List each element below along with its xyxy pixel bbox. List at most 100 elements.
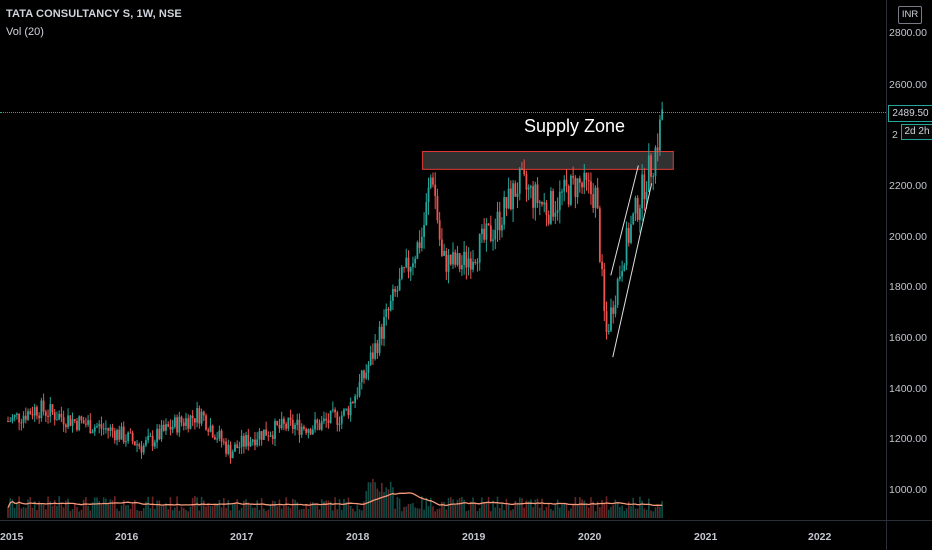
volume-bar <box>659 506 661 518</box>
volume-bar <box>305 503 307 518</box>
volume-bar <box>443 502 445 518</box>
volume-bar <box>372 478 374 518</box>
volume-bar <box>178 510 181 518</box>
volume-bar <box>496 496 499 518</box>
price-tick: 1400.00 <box>889 383 927 395</box>
volume-bar <box>309 502 312 518</box>
candle-body <box>145 440 147 446</box>
volume-bar <box>223 498 225 518</box>
candle-body <box>225 441 227 454</box>
volume-bar <box>31 507 34 518</box>
supply-zone-rect <box>422 150 674 170</box>
volume-bar <box>283 506 285 518</box>
candle-body <box>238 446 241 449</box>
chart-pane[interactable]: TATA CONSULTANCY S, 1W, NSE Vol (20) Sup… <box>0 0 886 520</box>
supply-zone-label[interactable]: Supply Zone <box>524 116 626 136</box>
volume-bar <box>51 505 54 518</box>
candle-body <box>265 429 267 436</box>
candle-body <box>643 174 646 200</box>
volume-bar <box>485 502 488 518</box>
price-chart-svg[interactable] <box>0 0 886 520</box>
volume-bar <box>40 503 43 518</box>
candle-body <box>509 188 512 210</box>
volume-bar <box>425 497 428 518</box>
candle-body <box>556 210 559 213</box>
volume-bar <box>318 509 321 518</box>
candle-body <box>396 290 399 292</box>
volume-bar <box>214 505 216 518</box>
candle-body <box>211 425 214 438</box>
volume-bar <box>407 503 410 518</box>
volume-bar <box>456 499 459 518</box>
volume-bar <box>147 496 149 518</box>
volume-bar <box>118 511 121 518</box>
volume-bar <box>516 502 519 518</box>
volume-bar <box>116 508 118 518</box>
candle-body <box>487 223 490 226</box>
volume-bar <box>632 497 635 518</box>
candle-body <box>409 267 412 272</box>
volume-ma-line <box>7 492 663 508</box>
symbol-title[interactable]: TATA CONSULTANCY S, 1W, NSE <box>6 8 182 20</box>
candle-body <box>218 430 221 439</box>
volume-bar <box>552 510 554 518</box>
price-scale[interactable]: INR 2800.00 2600.00 2200.00 2000.00 1800… <box>886 0 932 520</box>
currency-badge[interactable]: INR <box>898 6 922 24</box>
volume-bar <box>218 500 221 518</box>
candle-body <box>24 415 27 420</box>
price-tick: 1600.00 <box>889 332 927 344</box>
volume-bar <box>7 507 9 518</box>
candle-body <box>632 213 635 225</box>
volume-bar <box>478 508 481 518</box>
volume-bar <box>392 487 394 518</box>
candle-body <box>478 233 481 263</box>
candle-body <box>610 307 612 331</box>
candle-body <box>449 254 452 265</box>
volume-bar <box>127 504 129 518</box>
candle-body <box>558 191 561 211</box>
scale-corner <box>886 520 932 550</box>
candle-body <box>394 288 397 292</box>
candle-body <box>603 269 606 312</box>
candle-body <box>116 429 118 441</box>
candle-body <box>363 370 365 379</box>
volume-bar <box>107 502 109 518</box>
candle-body <box>278 424 281 429</box>
time-scale[interactable]: 2015 2016 2017 2018 2019 2020 2021 2022 <box>0 520 886 550</box>
candle-body <box>140 446 143 453</box>
volume-bar <box>483 502 485 518</box>
candle-body <box>485 223 488 240</box>
candle-body <box>561 191 563 193</box>
candle-body <box>356 395 359 397</box>
candle-body <box>496 211 499 231</box>
volume-bar <box>269 503 272 518</box>
volume-indicator-label[interactable]: Vol (20) <box>6 26 44 38</box>
candle-body <box>425 202 428 225</box>
volume-bar <box>312 502 314 518</box>
candle-body <box>372 352 374 359</box>
candle-body <box>416 242 419 259</box>
price-tick: 1800.00 <box>889 281 927 293</box>
candle-body <box>245 434 247 447</box>
candle-body <box>274 420 276 439</box>
volume-bar <box>381 482 383 518</box>
candle-body <box>149 435 152 437</box>
volume-bar <box>385 487 388 518</box>
candle-body <box>298 419 301 435</box>
candle-body <box>383 317 385 339</box>
volume-bar <box>296 502 299 518</box>
candle-body <box>296 419 299 425</box>
volume-bar <box>18 496 20 518</box>
volume-bar <box>354 511 356 518</box>
volume-bar <box>532 507 534 518</box>
candle-body <box>229 444 232 459</box>
volume-bar <box>612 504 614 518</box>
candle-body <box>269 435 272 437</box>
candle-body <box>271 435 274 439</box>
candle-body <box>621 271 623 277</box>
candle-body <box>605 311 608 332</box>
volume-bar <box>345 501 347 518</box>
candle-body <box>47 415 49 417</box>
candle-body <box>153 442 156 447</box>
volume-bar <box>421 496 423 518</box>
